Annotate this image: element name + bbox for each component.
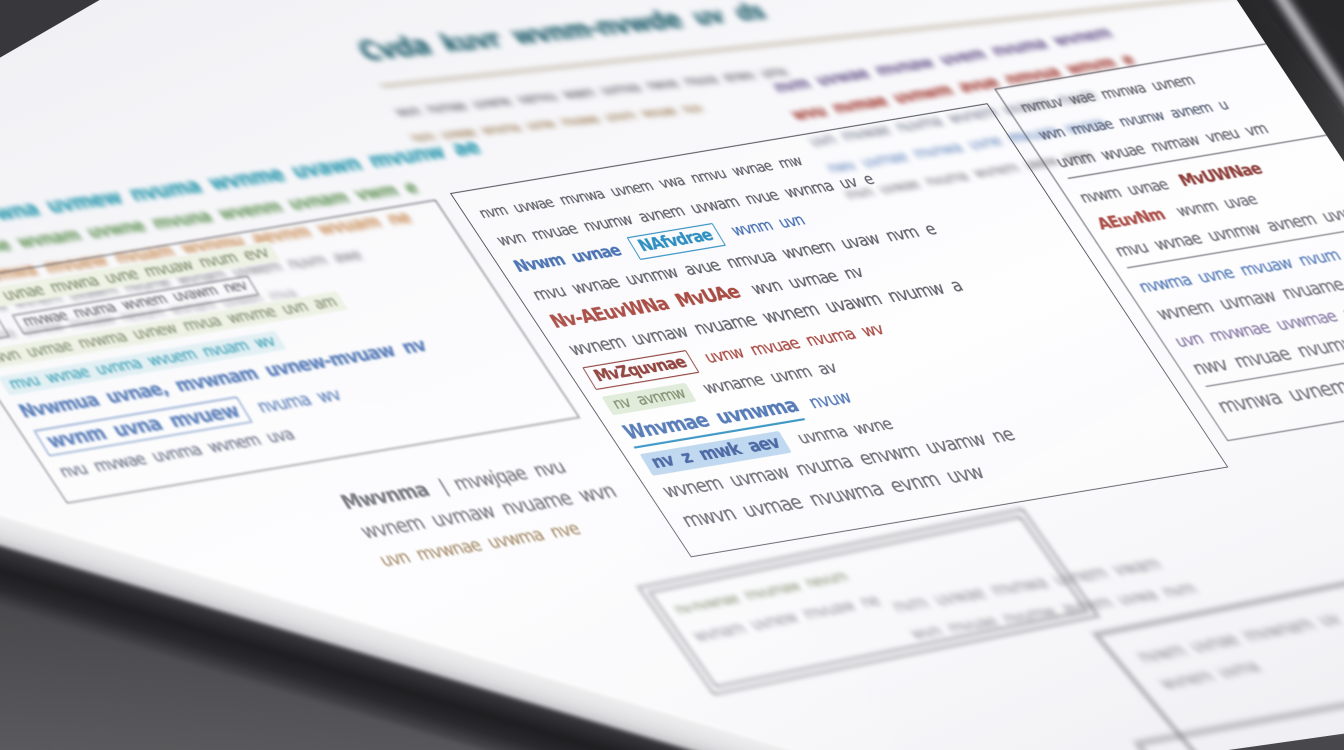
scribble-text: MvUWNae	[1174, 158, 1266, 191]
scribble-text: kuvr	[436, 25, 507, 59]
scribble-text: nvwm uvnae	[1076, 176, 1173, 208]
scribble-text: nuv	[0, 317, 10, 343]
scribble-text: uv	[687, 2, 729, 31]
scribble-text: nvuw	[804, 386, 856, 413]
scribble-text: ds	[729, 0, 770, 26]
scribble-text: wvnm uvae	[1172, 191, 1261, 221]
scribble-text: Cvda	[352, 29, 437, 68]
scribble-text: wvnm uvn	[728, 211, 809, 241]
scribble-text: NAfvdrae	[627, 223, 726, 260]
scribble-text: AEuvNm	[1093, 204, 1170, 235]
scribble-text: nvuma wv	[252, 383, 345, 417]
